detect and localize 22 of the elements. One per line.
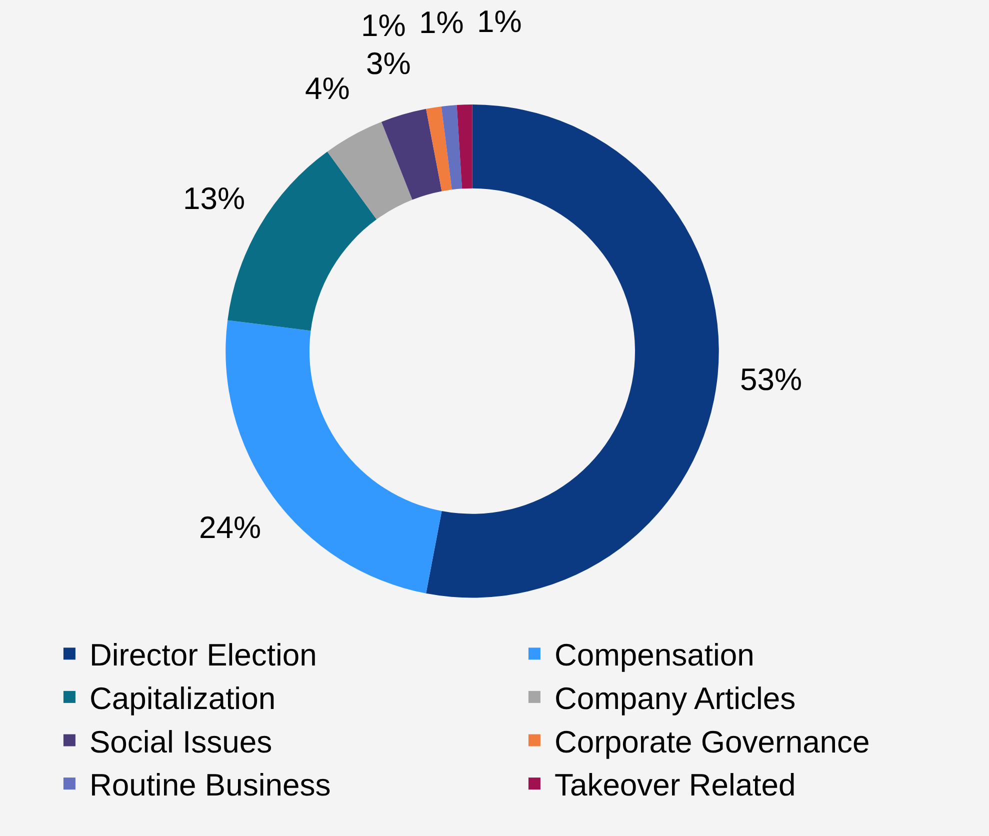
- legend-label: Compensation: [554, 638, 754, 673]
- donut-slice: [441, 104, 462, 190]
- legend-label: Company Articles: [554, 681, 796, 716]
- donut-slice: [426, 106, 452, 192]
- legend-label: Routine Business: [89, 768, 331, 803]
- donut-slice: [426, 104, 719, 598]
- data-label: 4%: [305, 71, 350, 106]
- donut-slice: [381, 108, 442, 200]
- data-label: 1%: [477, 4, 522, 39]
- legend-label: Social Issues: [89, 724, 272, 760]
- data-label: 3%: [366, 46, 411, 81]
- legend-label: Capitalization: [89, 681, 276, 716]
- donut-slice: [456, 104, 472, 189]
- data-label: 1%: [361, 8, 406, 43]
- donut-slice: [327, 122, 412, 220]
- legend-label: Takeover Related: [554, 768, 796, 803]
- legend-label: Director Election: [89, 638, 317, 673]
- legend-label: Corporate Governance: [554, 724, 870, 760]
- data-label: 13%: [183, 181, 246, 216]
- data-label: 1%: [419, 5, 464, 40]
- data-label: 53%: [740, 362, 802, 397]
- data-label: 24%: [199, 510, 262, 545]
